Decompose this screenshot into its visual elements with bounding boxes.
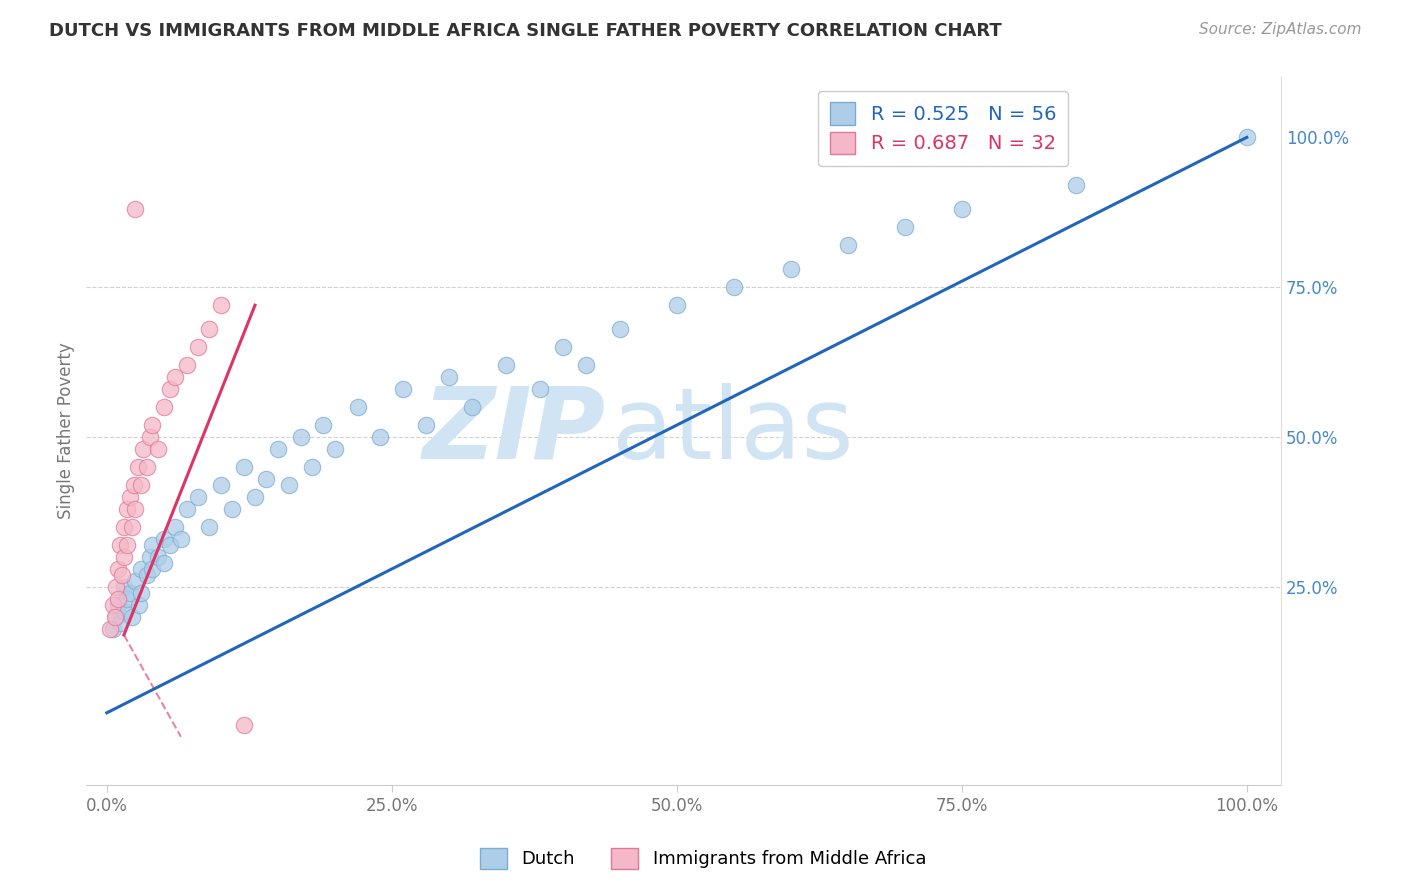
Text: atlas: atlas bbox=[612, 383, 853, 480]
Point bbox=[141, 562, 163, 576]
Point bbox=[894, 220, 917, 235]
Point bbox=[121, 520, 143, 534]
Point bbox=[135, 460, 157, 475]
Point bbox=[146, 549, 169, 564]
Point bbox=[107, 591, 129, 606]
Legend: Dutch, Immigrants from Middle Africa: Dutch, Immigrants from Middle Africa bbox=[472, 840, 934, 876]
Point bbox=[198, 322, 221, 336]
Point bbox=[110, 615, 132, 630]
Point bbox=[129, 562, 152, 576]
Point bbox=[460, 400, 482, 414]
Point bbox=[232, 460, 254, 475]
Point bbox=[187, 340, 209, 354]
Point bbox=[141, 538, 163, 552]
Point bbox=[159, 538, 181, 552]
Point bbox=[415, 418, 437, 433]
Point bbox=[392, 382, 415, 396]
Point bbox=[129, 478, 152, 492]
Point bbox=[495, 358, 517, 372]
Point bbox=[104, 610, 127, 624]
Point bbox=[124, 502, 146, 516]
Point bbox=[779, 262, 801, 277]
Point bbox=[107, 598, 129, 612]
Point bbox=[117, 502, 139, 516]
Point bbox=[159, 382, 181, 396]
Point bbox=[165, 370, 187, 384]
Point bbox=[290, 430, 312, 444]
Point bbox=[139, 549, 162, 564]
Point bbox=[301, 460, 323, 475]
Point bbox=[118, 490, 141, 504]
Point bbox=[574, 358, 596, 372]
Point bbox=[312, 418, 335, 433]
Point bbox=[104, 610, 127, 624]
Point bbox=[198, 520, 221, 534]
Point bbox=[723, 280, 745, 294]
Point bbox=[110, 538, 132, 552]
Point bbox=[135, 568, 157, 582]
Point bbox=[437, 370, 460, 384]
Point bbox=[950, 202, 973, 217]
Point bbox=[165, 520, 187, 534]
Text: DUTCH VS IMMIGRANTS FROM MIDDLE AFRICA SINGLE FATHER POVERTY CORRELATION CHART: DUTCH VS IMMIGRANTS FROM MIDDLE AFRICA S… bbox=[49, 22, 1002, 40]
Point bbox=[551, 340, 574, 354]
Point bbox=[127, 460, 149, 475]
Point bbox=[370, 430, 392, 444]
Point bbox=[346, 400, 368, 414]
Point bbox=[254, 472, 277, 486]
Point bbox=[267, 442, 290, 456]
Point bbox=[209, 298, 232, 312]
Point bbox=[665, 298, 688, 312]
Point bbox=[112, 604, 135, 618]
Point bbox=[112, 549, 135, 564]
Point bbox=[124, 574, 146, 588]
Point bbox=[146, 442, 169, 456]
Point bbox=[170, 532, 193, 546]
Point bbox=[112, 580, 135, 594]
Point bbox=[101, 622, 124, 636]
Point bbox=[141, 418, 163, 433]
Point bbox=[187, 490, 209, 504]
Point bbox=[1236, 130, 1258, 145]
Point bbox=[101, 598, 124, 612]
Point bbox=[153, 400, 176, 414]
Point bbox=[609, 322, 631, 336]
Point bbox=[128, 598, 150, 612]
Point bbox=[121, 610, 143, 624]
Point bbox=[176, 358, 198, 372]
Text: ZIP: ZIP bbox=[423, 383, 606, 480]
Point bbox=[209, 478, 232, 492]
Point bbox=[117, 538, 139, 552]
Point bbox=[278, 478, 301, 492]
Point bbox=[139, 430, 162, 444]
Point bbox=[323, 442, 346, 456]
Point bbox=[98, 622, 121, 636]
Point bbox=[132, 442, 155, 456]
Point bbox=[107, 562, 129, 576]
Point bbox=[529, 382, 551, 396]
Point bbox=[124, 202, 146, 217]
Point bbox=[232, 718, 254, 732]
Point bbox=[176, 502, 198, 516]
Point bbox=[117, 591, 139, 606]
Legend: R = 0.525   N = 56, R = 0.687   N = 32: R = 0.525 N = 56, R = 0.687 N = 32 bbox=[818, 91, 1069, 166]
Point bbox=[112, 520, 135, 534]
Point bbox=[221, 502, 243, 516]
Y-axis label: Single Father Poverty: Single Father Poverty bbox=[58, 343, 75, 519]
Point bbox=[104, 580, 127, 594]
Text: Source: ZipAtlas.com: Source: ZipAtlas.com bbox=[1198, 22, 1361, 37]
Point bbox=[153, 556, 176, 570]
Point bbox=[243, 490, 266, 504]
Point bbox=[153, 532, 176, 546]
Point bbox=[1064, 178, 1087, 193]
Point bbox=[837, 238, 859, 252]
Point bbox=[118, 586, 141, 600]
Point bbox=[111, 568, 134, 582]
Point bbox=[122, 478, 145, 492]
Point bbox=[129, 586, 152, 600]
